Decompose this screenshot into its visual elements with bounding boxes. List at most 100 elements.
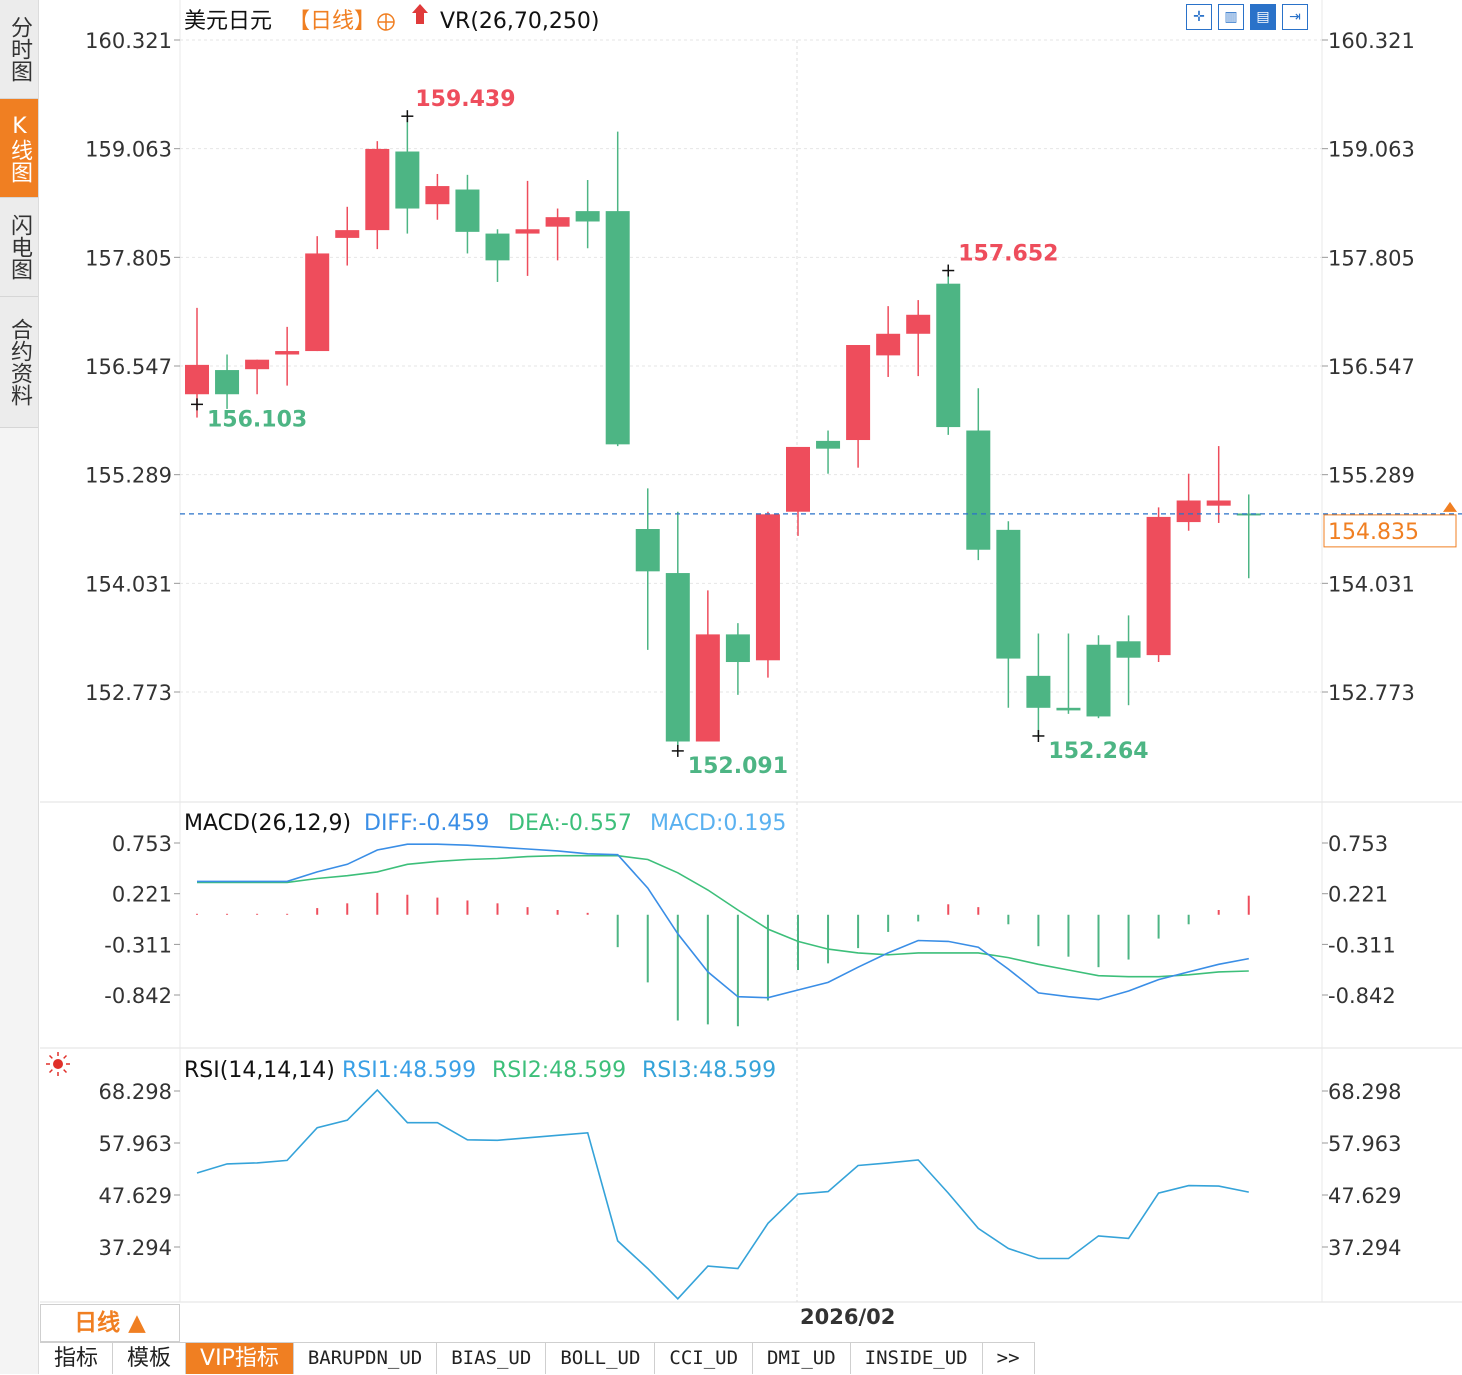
crosshair-icon[interactable]: ✛ [1186,4,1212,30]
high-label: 159.439 [415,87,515,112]
macd-tick-label-left: -0.842 [104,984,172,1008]
candle-body [1176,500,1201,523]
price-tick-label-right: 157.805 [1328,246,1415,270]
candle-body [876,333,901,356]
macd-label: MACD:0.195 [650,811,786,836]
candle-body [275,351,300,355]
candle-body [455,189,480,232]
forward-icon[interactable]: ⇥ [1282,4,1308,30]
candle-body [1086,644,1111,717]
tab-timeshare[interactable]: 分时图 [0,0,38,99]
indicator-up-arrow-icon [412,4,428,24]
indicator-tab[interactable]: 指标 [40,1343,114,1374]
indicator-tab[interactable]: >> [982,1343,1035,1374]
tab-kline[interactable]: K线图 [0,99,38,198]
chart-toolbar: ✛ ▥ ▤ ⇥ [1186,4,1308,30]
bar-chart-icon[interactable]: ▥ [1218,4,1244,30]
macd-title: MACD(26,12,9) [184,811,351,836]
price-tick-label-right: 156.547 [1328,355,1415,379]
current-price-badge [1323,514,1457,548]
low2-label: 152.091 [688,754,788,779]
candle-body [1236,513,1261,516]
rsi-tick-label-left: 47.629 [99,1184,172,1208]
indicator-tab[interactable]: INSIDE_UD [850,1343,983,1374]
candle-body [755,514,780,661]
indicator-tab[interactable]: BIAS_UD [437,1343,547,1374]
settings-icon [63,1069,68,1074]
tab-flash[interactable]: 闪电图 [0,198,38,297]
rsi-tick-label-right: 47.629 [1328,1184,1401,1208]
price-tick-label-right: 152.773 [1328,681,1415,705]
high2-label: 157.652 [958,242,1058,267]
rsi-tick-label-left: 57.963 [99,1132,172,1156]
low3-label: 152.264 [1048,739,1148,764]
dea-line [197,854,1249,978]
symbol-title: 美元日元 [184,9,272,34]
price-tick-label-left: 160.321 [85,29,172,53]
indicator-tab[interactable]: BOLL_UD [546,1343,656,1374]
candle-body [545,217,570,227]
candle-body [1116,641,1141,658]
candle-body [305,253,330,352]
rsi-tick-label-left: 37.294 [99,1236,172,1260]
candle-body [786,446,810,512]
rsi-tick-label-right: 57.963 [1328,1132,1401,1156]
candle-body [605,211,630,445]
candle-body [816,440,841,449]
candle-body [425,186,450,205]
add-icon [378,14,394,30]
candle-body [936,283,961,428]
rsi-title: RSI(14,14,14) [184,1058,335,1083]
candle-body [846,345,871,441]
candle-body [1026,675,1051,708]
settings-icon [63,1054,68,1059]
rsi3-label: RSI3:48.599 [642,1058,776,1083]
rsi-line [196,1088,1249,1300]
current-price-arrow [1443,501,1457,512]
settings-icon [48,1069,53,1074]
candle-body [575,211,600,222]
macd-tick-label-left: -0.311 [104,933,172,957]
candle-body [906,314,931,334]
rsi1-label: RSI1:48.599 [342,1058,476,1083]
current-price-label: 154.835 [1328,520,1419,545]
price-tick-label-left: 154.031 [85,572,172,596]
indicator-tab[interactable]: CCI_UD [655,1343,754,1374]
price-tick-label-right: 159.063 [1328,138,1415,162]
indicator-tab[interactable]: 模板 [113,1343,187,1374]
price-tick-label-left: 159.063 [85,138,172,162]
price-tick-label-left: 156.547 [85,355,172,379]
price-tick-label-right: 154.031 [1328,572,1415,596]
candle-body [695,634,720,742]
low-label: 156.103 [207,407,307,432]
macd-tick-label-left: 0.753 [112,832,172,856]
candle-body [665,573,690,742]
rsi-tick-label-right: 37.294 [1328,1236,1401,1260]
dea-label: DEA:-0.557 [508,811,632,836]
candle-body [515,229,540,234]
rsi-tick-label-left: 68.298 [99,1080,172,1104]
candle-body [365,148,390,231]
price-tick-label-left: 155.289 [85,464,172,488]
candle-body [185,364,209,395]
diff-line [197,843,1249,1001]
diff-label: DIFF:-0.459 [364,811,489,836]
price-tick-label-right: 160.321 [1328,29,1415,53]
indicator-tab[interactable]: DMI_UD [753,1343,851,1374]
price-tick-label-left: 152.773 [85,681,172,705]
tab-contract-info[interactable]: 合约资料 [0,297,38,428]
indicator-label: VR(26,70,250) [440,9,599,34]
candle-body [725,634,750,663]
sidebar: 分时图 K线图 闪电图 合约资料 [0,0,39,1374]
candle-body [1206,500,1231,506]
rsi2-label: RSI2:48.599 [492,1058,626,1083]
candle-chart-icon[interactable]: ▤ [1250,4,1276,30]
macd-tick-label-right: 0.221 [1328,883,1388,907]
macd-tick-label-right: -0.311 [1328,933,1396,957]
period-selector[interactable]: 日线 ▲ [40,1304,180,1342]
price-tick-label-left: 157.805 [85,246,172,270]
indicator-tab[interactable]: VIP指标 [186,1343,294,1374]
candle-body [635,529,660,572]
indicator-tab[interactable]: BARUPDN_UD [293,1343,438,1374]
